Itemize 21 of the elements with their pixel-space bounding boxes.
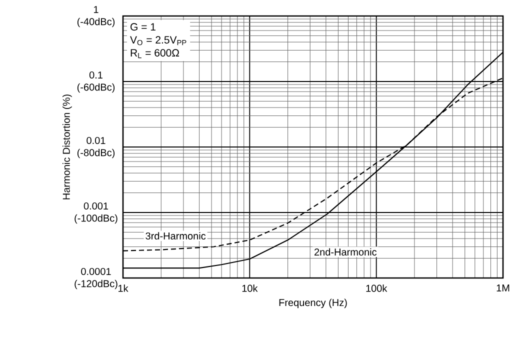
- x-axis-title: Frequency (Hz): [279, 298, 347, 308]
- y-tick-label: 0.01: [86, 136, 106, 144]
- y-tick-label: 0.0001: [81, 268, 111, 276]
- y2-tick-label: (-100dBc): [74, 214, 118, 224]
- y-axis-title: Harmonic Distortion (%): [62, 94, 72, 200]
- series-label: 3rd-Harmonic: [146, 232, 206, 240]
- y2-tick-label: (-80dBc): [77, 148, 115, 158]
- y2-tick-label: (-60dBc): [77, 83, 115, 93]
- x-tick-label: 1M: [496, 284, 510, 292]
- text: 2nd-Harmonic: [314, 248, 377, 256]
- x-tick-label: 10k: [242, 284, 258, 292]
- annotation: G = 1: [130, 23, 156, 31]
- x-tick-label: 100k: [366, 284, 388, 292]
- y-tick-label: 0.001: [84, 202, 108, 210]
- annotation: R$_{L}$ = 600Ω: [130, 49, 180, 58]
- y-tick-label: 0.1: [89, 71, 102, 79]
- y2-tick-label: (-40dBc): [77, 18, 115, 28]
- y2-tick-label: (-120dBc): [74, 280, 118, 290]
- x-tick-label: 1k: [118, 284, 128, 292]
- annotation: V$_{O}$ = 2.5V$_{PP}$: [130, 36, 186, 46]
- y-tick-label: 1: [94, 6, 98, 13]
